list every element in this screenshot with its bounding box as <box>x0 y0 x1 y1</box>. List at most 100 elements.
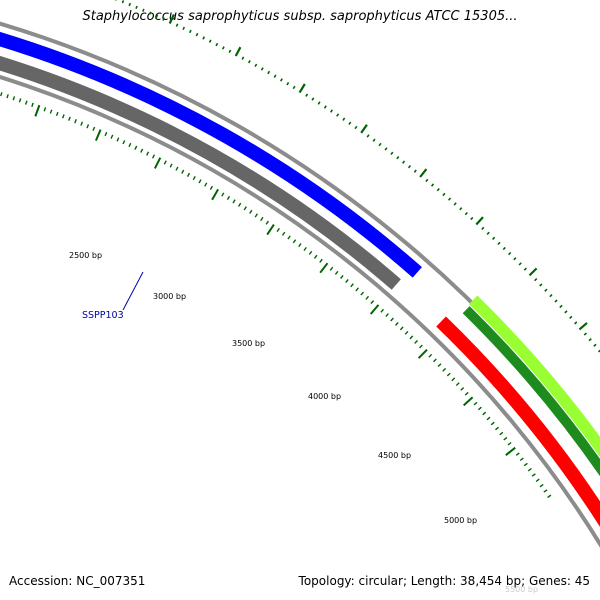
outer-scale-tick <box>336 113 340 117</box>
outer-scale-tick <box>247 60 251 64</box>
inner-scale-tick <box>6 94 9 99</box>
outer-scale-tick <box>442 192 446 197</box>
outer-scale-tick <box>148 11 152 15</box>
inner-scale-tick <box>515 452 520 456</box>
outer-scale-tick <box>128 2 132 7</box>
inner-scale-tick <box>146 151 150 156</box>
inner-scale-tick <box>419 344 423 349</box>
inner-scale-tick <box>266 224 275 236</box>
inner-scale-tick <box>74 119 77 124</box>
tick-label-4000: 4000 bp <box>308 392 341 401</box>
inner-scale-tick <box>437 363 442 368</box>
inner-scale-tick <box>482 411 487 416</box>
outer-scale-tick <box>564 310 568 314</box>
outer-scale-tick <box>470 216 474 221</box>
inner-scale-tick <box>104 131 108 137</box>
outer-scale-tick <box>436 188 440 192</box>
outer-scale-tick <box>286 82 290 86</box>
outer-scale-tick <box>168 13 175 24</box>
outer-scale-tick <box>135 5 138 10</box>
inner-scale-tick <box>417 348 428 359</box>
inner-scale-tick <box>477 406 482 411</box>
tick-label-3500: 3500 bp <box>232 339 265 348</box>
inner-scale-tick <box>543 489 548 493</box>
label-layer: 2500 bp 3000 bp 3500 bp 4000 bp 4500 bp … <box>69 251 538 594</box>
outer-scale-tick <box>292 85 296 90</box>
topology-info-text: Topology: circular; Length: 38,454 bp; G… <box>298 574 590 588</box>
outer-scale-tick <box>554 299 558 303</box>
tick-label-5500-partial: 5500 bp <box>505 585 538 594</box>
inner-scale-tick <box>442 367 447 372</box>
outer-scale-tick <box>348 121 352 126</box>
outer-scale-tick <box>298 83 306 94</box>
inner-scale-tick <box>18 98 22 103</box>
inner-scale-tick <box>499 431 504 436</box>
inner-scale-tick <box>298 243 302 248</box>
inner-scale-tick <box>192 175 196 181</box>
inner-scale-tick <box>276 227 280 233</box>
inner-scale-tick <box>394 322 399 326</box>
inner-scale-tick <box>68 116 71 121</box>
inner-scale-tick <box>169 163 173 168</box>
outer-scale-tick <box>481 226 485 231</box>
gene-label-leader <box>122 271 144 311</box>
outer-backbone-arc <box>0 21 600 456</box>
outer-scale-tick <box>396 156 400 160</box>
inner-scale-tick <box>404 330 409 335</box>
outer-scale-tick <box>162 17 165 21</box>
inner-scale-tick <box>186 172 191 177</box>
inner-scale-tick <box>390 317 394 322</box>
map-title: Staphylococcus saprophyticus subsp. sapr… <box>82 9 518 24</box>
outer-scale-tick <box>330 109 333 113</box>
inner-scale-tick <box>34 104 41 117</box>
outer-scale-tick <box>260 67 264 71</box>
outer-scale-tick <box>508 251 512 256</box>
outer-scale-tick <box>447 197 452 201</box>
inner-scale-tick <box>163 160 167 165</box>
outer-scale-tick <box>267 70 271 75</box>
outer-scale-tick <box>593 343 597 347</box>
outer-scale-tick <box>523 267 527 271</box>
outer-scale-tick <box>475 216 484 226</box>
outer-scale-tick <box>208 39 212 43</box>
inner-scale-tick <box>539 483 544 488</box>
inner-scale-tick <box>308 250 313 255</box>
outer-scale-tick <box>390 151 394 155</box>
outer-scale-tick <box>155 14 159 18</box>
grey-gene-arc <box>0 56 401 290</box>
outer-scale-tick <box>453 202 457 206</box>
inner-backbone-arc <box>0 75 600 548</box>
inner-scale-tick <box>507 441 512 446</box>
outer-scale-tick <box>142 8 145 12</box>
inner-scale-tick <box>329 266 334 271</box>
inner-scale-tick <box>110 134 114 139</box>
inner-scale-tick <box>360 291 365 296</box>
inner-scale-tick <box>486 416 491 421</box>
gene-label-sspp103: SSPP103 <box>82 310 124 321</box>
outer-scale-tick <box>402 160 406 164</box>
inner-scale-tick <box>369 304 380 315</box>
inner-scale-tick <box>254 213 258 218</box>
outer-scale-tick <box>323 105 327 109</box>
inner-scale-tick <box>370 300 375 305</box>
inner-scale-tick <box>134 145 138 150</box>
inner-scale-tick <box>473 401 478 406</box>
inner-scale-tick <box>334 270 339 275</box>
inner-scale-tick <box>249 209 253 214</box>
inner-scale-tick <box>128 142 132 148</box>
inner-scale-tick <box>535 478 540 483</box>
inner-scale-tick <box>209 185 214 190</box>
red-gene-arc <box>436 316 600 527</box>
inner-scale-tick <box>204 182 208 187</box>
inner-scale-tick <box>140 148 144 153</box>
accession-text: Accession: NC_007351 <box>9 574 146 588</box>
outer-scale-tick <box>430 183 435 187</box>
inner-scale-tick <box>175 166 179 171</box>
inner-scale-tick <box>0 92 3 97</box>
outer-scale-tick <box>342 117 346 121</box>
inner-scale-tick <box>303 246 307 252</box>
outer-scale-tick <box>175 23 179 27</box>
inner-scale-tick <box>345 279 349 284</box>
inner-scale-tick <box>221 192 225 197</box>
